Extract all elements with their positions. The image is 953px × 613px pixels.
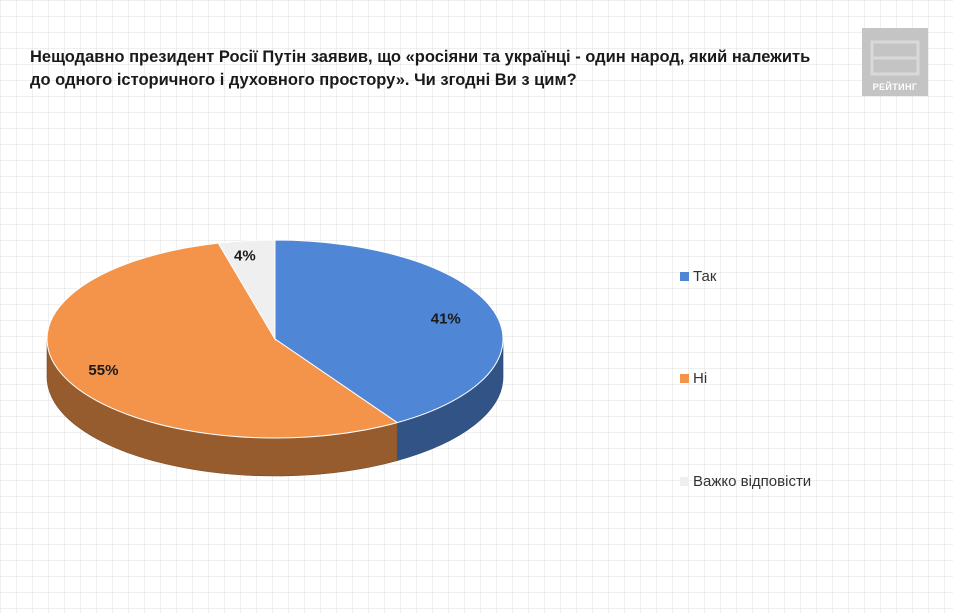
- pie-slice-ні: [46, 242, 399, 439]
- logo-text: РЕЙТИНГ: [872, 82, 918, 92]
- pie-top-layer: [46, 239, 504, 439]
- legend-item-важко-відповісти: Важко відповісти: [680, 473, 811, 490]
- pie-label-layer: 41% 55% 4%: [88, 248, 460, 380]
- pie-slice-так: [274, 239, 504, 424]
- data-label-ні: 55%: [88, 362, 118, 379]
- data-label-важко-відповісти: 4%: [234, 248, 256, 265]
- pie-slice-важко-відповісти: [217, 239, 276, 341]
- legend-swatch: [680, 477, 689, 486]
- legend-item-так: Так: [680, 268, 716, 285]
- data-label-так: 41%: [431, 310, 461, 327]
- legend-swatch: [680, 374, 689, 383]
- legend-item-ні: Ні: [680, 370, 707, 387]
- logo-mark-icon: [870, 40, 920, 76]
- chart-title: Нещодавно президент Росії Путін заявив, …: [30, 48, 811, 89]
- legend-label: Так: [693, 268, 717, 285]
- rating-logo: РЕЙТИНГ: [862, 28, 928, 96]
- legend-label: Ні: [693, 370, 708, 387]
- legend-label: Важко відповісти: [693, 473, 812, 490]
- legend-swatch: [680, 272, 689, 281]
